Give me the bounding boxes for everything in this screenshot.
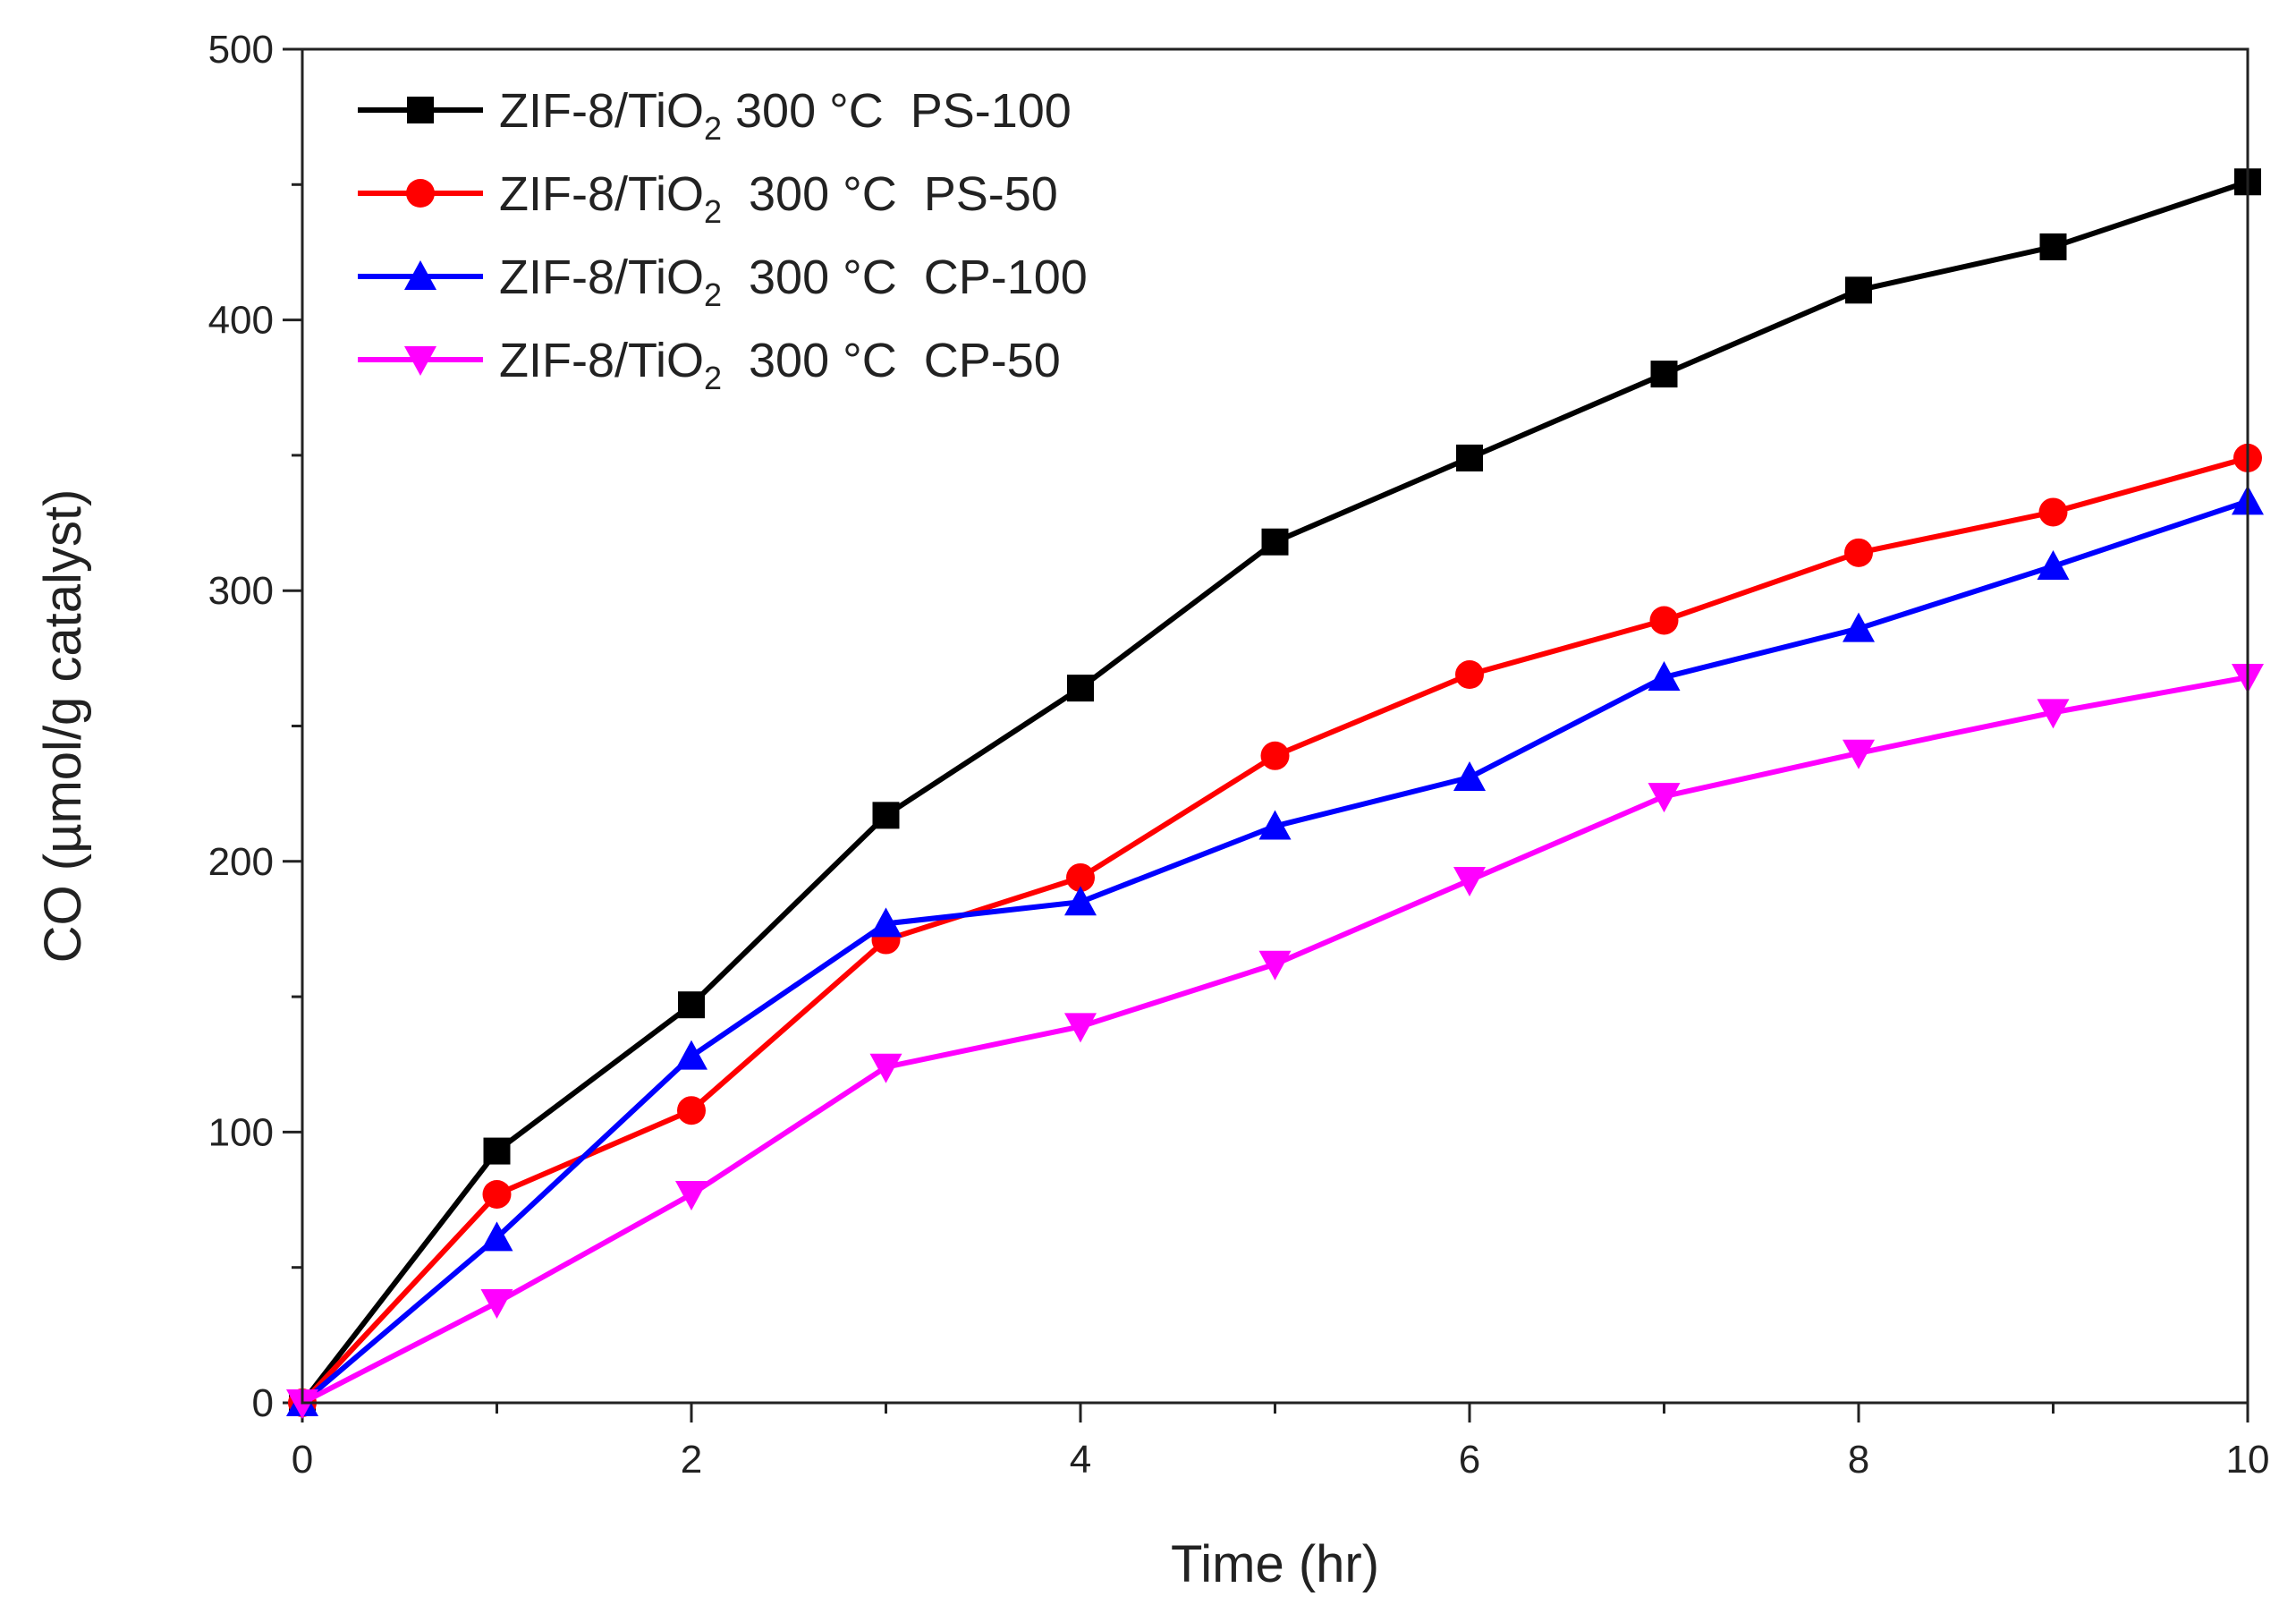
legend: ZIF-8/TiO2 300 °C PS-100 ZIF-8/TiO2 300 °… bbox=[358, 84, 1088, 396]
data-point bbox=[2038, 497, 2068, 527]
data-point bbox=[480, 1221, 513, 1252]
y-tick-label: 0 bbox=[252, 1381, 274, 1425]
plot-frame bbox=[301, 47, 2249, 1405]
y-tick-label: 400 bbox=[208, 299, 274, 343]
data-point bbox=[1650, 361, 1678, 388]
data-point bbox=[1456, 444, 1483, 471]
data-point bbox=[1066, 862, 1095, 892]
data-point bbox=[675, 1040, 707, 1070]
x-tick-label: 8 bbox=[1848, 1438, 1869, 1482]
data-point bbox=[2037, 549, 2070, 580]
x-axis-title: Time (hr) bbox=[1171, 1535, 1379, 1593]
series-3 bbox=[286, 485, 2264, 1416]
series-1 bbox=[289, 168, 2261, 1416]
data-point bbox=[678, 991, 705, 1019]
data-point bbox=[482, 1179, 512, 1209]
y-tick-label: 300 bbox=[208, 569, 274, 613]
legend-marker bbox=[404, 260, 436, 290]
data-point bbox=[1067, 675, 1094, 702]
legend-marker bbox=[404, 346, 436, 376]
x-tick-label: 0 bbox=[292, 1438, 313, 1482]
y-tick-label: 100 bbox=[208, 1110, 274, 1154]
legend-item: ZIF-8/TiO2 300 °C CP-50 bbox=[358, 334, 1061, 396]
data-point bbox=[1843, 739, 1875, 769]
data-point bbox=[869, 907, 902, 938]
data-point bbox=[1648, 783, 1681, 813]
data-point bbox=[1649, 606, 1679, 635]
data-point bbox=[1648, 661, 1681, 692]
legend-marker bbox=[407, 97, 434, 123]
series-4 bbox=[286, 664, 2264, 1419]
data-point bbox=[2037, 699, 2070, 729]
series-2 bbox=[288, 443, 2262, 1417]
data-point bbox=[1845, 276, 1872, 304]
data-point bbox=[1261, 528, 1289, 556]
x-tick-label: 4 bbox=[1070, 1438, 1091, 1482]
data-point bbox=[483, 1137, 511, 1165]
data-point bbox=[480, 1289, 513, 1320]
tick-labels: 0 100 200 300 400 500 0 2 4 6 8 10 bbox=[208, 28, 2270, 1482]
data-point bbox=[1258, 950, 1292, 981]
data-point bbox=[1453, 866, 1486, 896]
legend-label: ZIF-8/TiO2 300 °C PS-100 bbox=[499, 84, 1072, 147]
axis-ticks bbox=[283, 47, 2249, 1422]
x-tick-label: 10 bbox=[2226, 1438, 2270, 1482]
data-point bbox=[1455, 660, 1484, 690]
legend-label: ZIF-8/TiO2 300 °C CP-50 bbox=[499, 334, 1061, 396]
data-point bbox=[677, 1096, 706, 1125]
y-tick-label: 500 bbox=[208, 28, 274, 72]
data-point bbox=[1260, 741, 1290, 770]
data-point bbox=[872, 802, 900, 829]
data-point bbox=[1843, 612, 1875, 642]
legend-label: ZIF-8/TiO2 300 °C PS-50 bbox=[499, 167, 1058, 230]
data-point bbox=[2039, 233, 2067, 260]
series-layer bbox=[286, 168, 2264, 1419]
data-point bbox=[1453, 760, 1486, 791]
legend-label: ZIF-8/TiO2 300 °C CP-100 bbox=[499, 251, 1088, 313]
legend-marker bbox=[406, 179, 435, 208]
legend-item: ZIF-8/TiO2 300 °C PS-50 bbox=[358, 167, 1058, 230]
x-tick-label: 6 bbox=[1459, 1438, 1480, 1482]
data-point bbox=[869, 1053, 902, 1083]
data-point bbox=[1258, 810, 1292, 840]
legend-item: ZIF-8/TiO2 300 °C CP-100 bbox=[358, 251, 1088, 313]
data-point bbox=[1844, 538, 1873, 567]
y-axis-title: CO (µmol/g catalyst) bbox=[34, 489, 92, 964]
data-point bbox=[1064, 886, 1097, 916]
legend-item: ZIF-8/TiO2 300 °C PS-100 bbox=[358, 84, 1072, 147]
data-point bbox=[675, 1180, 707, 1210]
data-point bbox=[1064, 1013, 1097, 1043]
x-tick-label: 2 bbox=[681, 1438, 702, 1482]
y-tick-label: 200 bbox=[208, 840, 274, 884]
